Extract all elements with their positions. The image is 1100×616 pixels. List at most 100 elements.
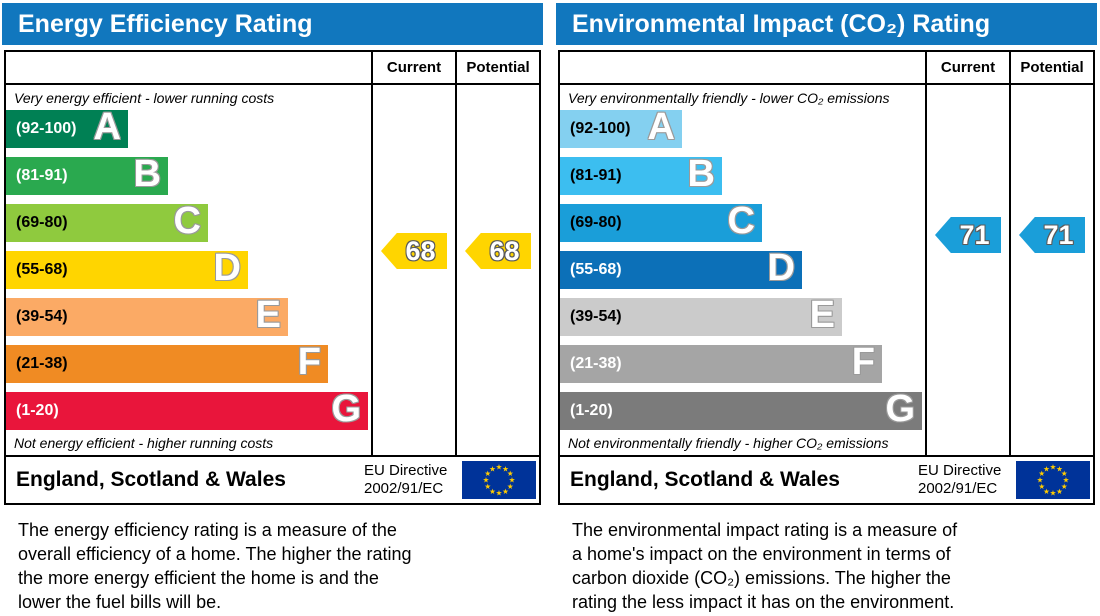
panel-title: Energy Efficiency Rating (18, 10, 313, 38)
eu-star: ★ (489, 487, 496, 496)
band-letter: D (767, 246, 795, 289)
environmental-impact-description: The environmental impact rating is a mea… (572, 518, 1082, 614)
description-line: The environmental impact rating is a mea… (572, 520, 958, 540)
eu-star: ★ (502, 464, 509, 473)
eu-directive-label: EU Directive 2002/91/EC (918, 462, 1001, 498)
environmental-impact-panel: Environmental Impact (CO₂) Rating Curren… (556, 0, 1097, 616)
band-letter: D (213, 246, 241, 289)
band-range-label: (92-100) (570, 120, 631, 137)
current-rating-arrow: 71 (935, 217, 1001, 253)
eu-directive-line2: 2002/91/EC (364, 480, 444, 497)
band-range-label: (39-54) (570, 308, 622, 325)
band-letter: F (297, 340, 321, 383)
region-label: England, Scotland & Wales (16, 468, 286, 491)
eu-star: ★ (1050, 489, 1057, 498)
band-range-label: (81-91) (16, 167, 68, 184)
eu-flag-icon: ★ ★★★★★★★★★★★ (1016, 461, 1090, 499)
description-line: the more energy efficient the home is an… (18, 568, 379, 588)
eu-star: ★ (507, 482, 514, 491)
band-e: (39-54) E (6, 294, 288, 336)
band-g: (1-20) G (560, 388, 922, 430)
band-range-label: (39-54) (16, 308, 68, 325)
eu-star: ★ (489, 464, 496, 473)
description-line: rating the less impact it has on the env… (572, 592, 955, 612)
description-line: lower the fuel bills will be. (18, 592, 222, 612)
potential-rating-arrow: 71 (1019, 217, 1085, 253)
eu-star: ★ (496, 463, 503, 472)
eu-star: ★ (1061, 482, 1068, 491)
eu-star: ★ (1056, 464, 1063, 473)
description-line: overall efficiency of a home. The higher… (18, 544, 412, 564)
band-g: (1-20) G (6, 388, 368, 430)
description-line: The energy efficiency rating is a measur… (18, 520, 397, 540)
band-letter: B (687, 152, 715, 195)
current-column-divider (371, 52, 373, 457)
eu-star: ★ (1061, 469, 1068, 478)
band-letter: C (173, 199, 201, 242)
band-letter: A (93, 105, 121, 148)
band-c: (69-80) C (6, 200, 208, 242)
region-label: England, Scotland & Wales (570, 468, 840, 491)
energy-efficiency-description: The energy efficiency rating is a measur… (18, 518, 528, 614)
band-letter: B (133, 152, 161, 195)
band-e: (39-54) E (560, 294, 842, 336)
rating-bands-area: Very energy efficient - lower running co… (6, 85, 371, 455)
band-letter: A (647, 105, 675, 148)
band-letter: E (809, 293, 835, 336)
band-range-label: (81-91) (570, 167, 622, 184)
potential-column-header: Potential (466, 59, 530, 76)
table-header-row: Current Potential (560, 52, 1093, 85)
band-letter: G (885, 387, 915, 430)
band-letter: G (331, 387, 361, 430)
band-range-label: (1-20) (570, 402, 613, 419)
environmental-impact-table: Current Potential Very environmentally f… (558, 50, 1095, 505)
band-a: (92-100) A (560, 106, 682, 148)
current-column-header: Current (386, 59, 442, 76)
panel-title: Environmental Impact (CO₂) Rating (572, 10, 991, 38)
rating-bands-area: Very environmentally friendly - lower CO… (560, 85, 925, 455)
band-f: (21-38) F (6, 341, 328, 383)
band-range-label: (69-80) (16, 214, 68, 231)
band-letter: F (851, 340, 875, 383)
eu-star: ★ (502, 487, 509, 496)
eu-star: ★ (1063, 476, 1070, 485)
band-b: (81-91) B (560, 153, 722, 195)
eu-star: ★ (509, 476, 516, 485)
table-footer-row: England, Scotland & Wales EU Directive 2… (6, 457, 539, 503)
eu-star: ★ (484, 482, 491, 491)
band-a: (92-100) A (6, 106, 128, 148)
band-range-label: (1-20) (16, 402, 59, 419)
bottom-caption: Not environmentally friendly - higher CO… (568, 435, 889, 451)
band-c: (69-80) C (560, 200, 762, 242)
energy-efficiency-title-bar: Energy Efficiency Rating (2, 3, 543, 45)
band-range-label: (55-68) (16, 261, 68, 278)
eu-star: ★ (1043, 487, 1050, 496)
band-b: (81-91) B (6, 153, 168, 195)
eu-directive-label: EU Directive 2002/91/EC (364, 462, 447, 498)
description-line: a home's impact on the environment in te… (572, 544, 951, 564)
band-d: (55-68) D (560, 247, 802, 289)
band-range-label: (92-100) (16, 120, 77, 137)
bottom-caption: Not energy efficient - higher running co… (14, 435, 274, 451)
description-line: carbon dioxide (CO₂) emissions. The high… (572, 568, 951, 588)
band-range-label: (21-38) (16, 355, 68, 372)
current-column-divider (925, 52, 927, 457)
eu-directive-line2: 2002/91/EC (918, 480, 998, 497)
band-range-label: (21-38) (570, 355, 622, 372)
potential-column-divider (455, 52, 457, 457)
current-rating-arrow: 68 (381, 233, 447, 269)
eu-star: ★ (507, 469, 514, 478)
eu-star: ★ (496, 489, 503, 498)
top-caption: Very energy efficient - lower running co… (14, 90, 275, 106)
potential-rating-arrow: 68 (465, 233, 531, 269)
eu-star: ★ (1038, 469, 1045, 478)
eu-star: ★ (1056, 487, 1063, 496)
eu-directive-line1: EU Directive (918, 462, 1002, 479)
environmental-impact-title-bar: Environmental Impact (CO₂) Rating (556, 3, 1097, 45)
band-d: (55-68) D (6, 247, 248, 289)
band-range-label: (69-80) (570, 214, 622, 231)
chart-bottom-border (6, 455, 539, 457)
current-column-header: Current (940, 59, 996, 76)
potential-column-header: Potential (1020, 59, 1084, 76)
band-f: (21-38) F (560, 341, 882, 383)
